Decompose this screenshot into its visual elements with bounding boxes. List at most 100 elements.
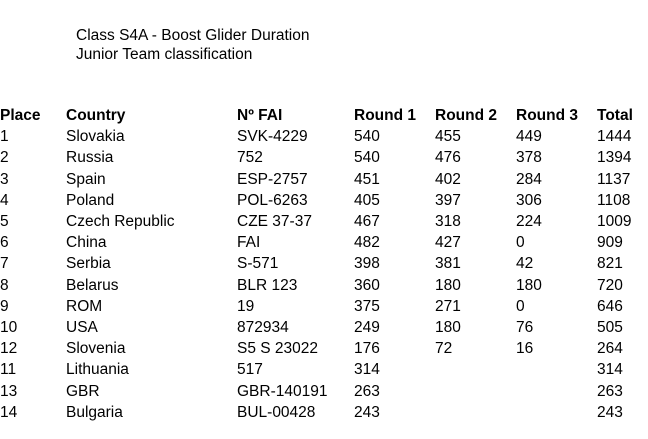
cell-place: 1 (0, 128, 9, 146)
page-title: Class S4A - Boost Glider Duration (76, 27, 310, 44)
cell-round-3: 16 (516, 340, 534, 358)
cell-place: 8 (0, 276, 9, 294)
cell-country: Czech Republic (66, 213, 175, 231)
cell-place: 6 (0, 234, 9, 252)
cell-round-2: 180 (435, 319, 461, 337)
cell-round-1: 360 (354, 276, 380, 294)
cell-place: 2 (0, 149, 9, 167)
table-row: 12 Slovenia S5 S 23022 176 72 16 264 (0, 338, 638, 359)
cell-total: 1137 (597, 170, 631, 188)
cell-round-3 (516, 402, 597, 423)
cell-fai-number: FAI (237, 234, 261, 252)
header-fai-number: Nº FAI (237, 107, 283, 124)
page-subtitle: Junior Team classification (76, 46, 253, 63)
table-row: 6 China FAI 482 427 0 909 (0, 232, 638, 253)
cell-round-3: 306 (516, 191, 542, 209)
cell-country: Slovakia (66, 128, 125, 146)
cell-round-2: 476 (435, 149, 461, 167)
cell-round-3: 0 (516, 297, 525, 315)
cell-place: 9 (0, 297, 9, 315)
table-row: 8 Belarus BLR 123 360 180 180 720 (0, 275, 638, 296)
cell-country: Bulgaria (66, 403, 123, 421)
cell-round-2 (435, 402, 516, 423)
table-row: 10 USA 872934 249 180 76 505 (0, 317, 638, 338)
cell-round-1: 398 (354, 255, 380, 273)
cell-round-2: 381 (435, 255, 461, 273)
cell-total: 505 (597, 319, 623, 337)
cell-country: ROM (66, 297, 103, 315)
cell-place: 12 (0, 340, 18, 358)
cell-total: 720 (597, 276, 623, 294)
cell-round-3: 284 (516, 170, 542, 188)
cell-round-1: 243 (354, 403, 380, 421)
cell-total: 263 (597, 382, 623, 400)
cell-fai-number: ESP-2757 (237, 170, 308, 188)
cell-fai-number: 19 (237, 297, 255, 315)
cell-round-3: 180 (516, 276, 542, 294)
cell-country: USA (66, 319, 98, 337)
cell-fai-number: 872934 (237, 319, 289, 337)
table-row: 3 Spain ESP-2757 451 402 284 1137 (0, 169, 638, 190)
cell-total: 243 (597, 403, 623, 421)
cell-round-3: 0 (516, 234, 525, 252)
cell-total: 264 (597, 340, 623, 358)
header-round-2: Round 2 (435, 107, 497, 124)
cell-total: 1394 (597, 149, 632, 167)
cell-place: 11 (0, 361, 17, 379)
cell-place: 10 (0, 319, 18, 337)
cell-country: Belarus (66, 276, 119, 294)
cell-country: Serbia (66, 255, 111, 273)
cell-fai-number: S-571 (237, 255, 279, 273)
cell-total: 646 (597, 297, 623, 315)
table-row: 4 Poland POL-6263 405 397 306 1108 (0, 190, 638, 211)
cell-round-1: 451 (354, 170, 380, 188)
table-header-row: Place Country Nº FAI Round 1 Round 2 Rou… (0, 105, 638, 126)
cell-country: Slovenia (66, 340, 126, 358)
table-row: 5 Czech Republic CZE 37-37 467 318 224 1009 (0, 211, 638, 232)
cell-round-1: 467 (354, 213, 380, 231)
cell-round-1: 482 (354, 234, 380, 252)
cell-round-1: 314 (354, 361, 380, 379)
table-row: 7 Serbia S-571 398 381 42 821 (0, 253, 638, 274)
cell-place: 5 (0, 213, 9, 231)
cell-round-1: 375 (354, 297, 380, 315)
cell-place: 7 (0, 255, 9, 273)
cell-round-2 (435, 381, 516, 402)
cell-fai-number: POL-6263 (237, 191, 308, 209)
results-table: Place Country Nº FAI Round 1 Round 2 Rou… (0, 105, 638, 423)
cell-total: 1108 (597, 191, 631, 209)
cell-fai-number: 752 (237, 149, 263, 167)
cell-round-3: 42 (516, 255, 534, 273)
cell-round-1: 405 (354, 191, 380, 209)
cell-total: 909 (597, 234, 623, 252)
cell-country: Lithuania (66, 361, 129, 379)
table-row: 13 GBR GBR-140191 263 263 (0, 381, 638, 402)
cell-place: 3 (0, 170, 9, 188)
table-row: 9 ROM 19 375 271 0 646 (0, 296, 638, 317)
cell-country: Russia (66, 149, 114, 167)
header-country: Country (66, 107, 126, 124)
cell-round-2: 72 (435, 340, 453, 358)
cell-round-2 (435, 359, 516, 380)
cell-country: Poland (66, 191, 115, 209)
cell-fai-number: BUL-00428 (237, 403, 316, 421)
cell-round-1: 249 (354, 319, 380, 337)
cell-round-3: 449 (516, 128, 542, 146)
cell-round-2: 318 (435, 213, 461, 231)
cell-round-1: 540 (354, 128, 380, 146)
cell-round-1: 540 (354, 149, 380, 167)
header-total: Total (597, 107, 633, 124)
cell-fai-number: S5 S 23022 (237, 340, 319, 358)
cell-round-3 (516, 359, 597, 380)
cell-round-3: 76 (516, 319, 534, 337)
cell-round-3: 378 (516, 149, 542, 167)
cell-place: 14 (0, 403, 18, 421)
cell-place: 4 (0, 191, 9, 209)
table-row: 2 Russia 752 540 476 378 1394 (0, 147, 638, 168)
cell-country: China (66, 234, 107, 252)
header-place: Place (0, 107, 41, 124)
cell-round-1: 176 (354, 340, 380, 358)
cell-country: GBR (66, 382, 100, 400)
header-round-1: Round 1 (354, 107, 416, 124)
cell-round-2: 271 (435, 297, 461, 315)
